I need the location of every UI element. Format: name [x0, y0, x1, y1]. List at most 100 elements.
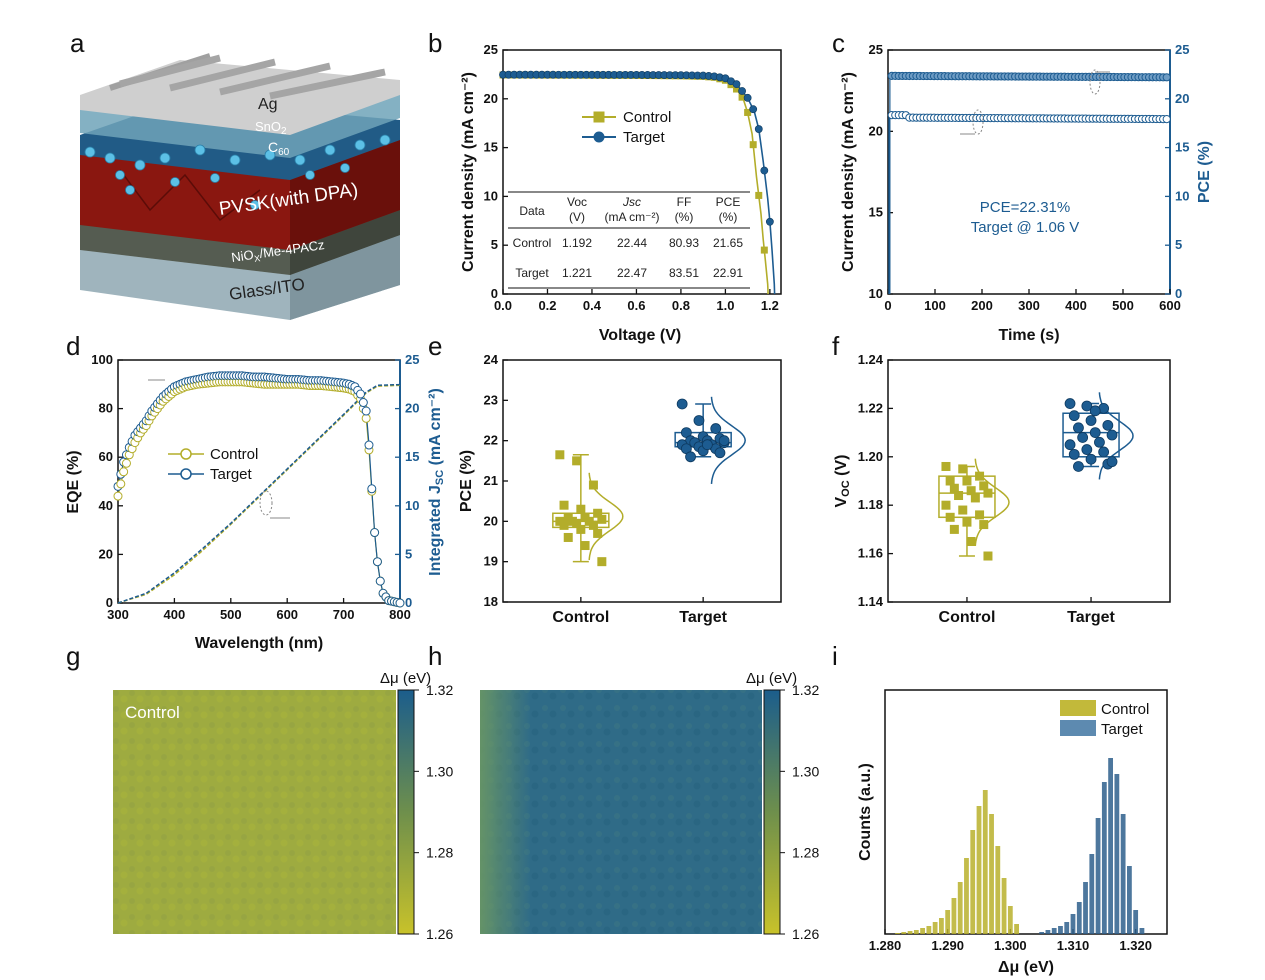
x-axis-label: Time (s)	[998, 327, 1059, 344]
eqe-point-target	[364, 440, 374, 450]
label-c60: C	[268, 139, 278, 155]
x-tick-label: 0.4	[583, 298, 602, 313]
panel-label-e: e	[428, 331, 442, 361]
histogram-bar-target	[1089, 854, 1095, 934]
annotation-pce: PCE=22.31%	[980, 199, 1070, 216]
y-tick-label: 20	[484, 513, 498, 528]
data-point-control	[958, 505, 968, 515]
x-tick-label: 500	[1112, 298, 1134, 313]
x-tick-label: 0.2	[538, 298, 556, 313]
y-tick-label: 0	[491, 286, 498, 301]
eqe-point-target	[370, 528, 380, 538]
y-right-tick-label: 25	[1175, 42, 1189, 57]
data-point-control	[983, 488, 993, 498]
panel-label-h: h	[428, 641, 442, 671]
y-tick-label: 100	[91, 352, 113, 367]
histogram-bar-target	[1076, 902, 1082, 934]
panel-label-a: a	[70, 28, 85, 58]
table-header: Voc	[567, 195, 587, 209]
histogram-bar-control	[1014, 924, 1019, 934]
data-point-control	[563, 532, 573, 542]
y-tick-label: 10	[484, 188, 498, 203]
data-point-control	[975, 510, 985, 520]
data-point-control	[962, 476, 972, 486]
data-point-target	[754, 125, 763, 133]
axes-frame	[887, 359, 1171, 603]
histogram-bar-target	[1045, 930, 1051, 934]
panel-e-pce-box-chart: 18 19 20 21 22 23 24 Control Target PCE (%)	[458, 352, 782, 626]
x-axis-label: Wavelength (nm)	[195, 635, 323, 652]
panel-label-f: f	[832, 331, 840, 361]
data-point-target	[693, 415, 705, 426]
table-header-unit: (V)	[569, 210, 585, 224]
eqe-line-control	[117, 381, 401, 604]
panel-label-g: g	[66, 641, 80, 671]
data-point-control	[593, 528, 603, 538]
panel-label-i: i	[832, 641, 838, 671]
data-point-target	[1064, 398, 1076, 409]
table-cell: Control	[513, 236, 552, 250]
histogram-bar-target	[1070, 914, 1076, 934]
x-category-label: Target	[1067, 609, 1115, 626]
y-axis-label: Current density (mA cm⁻²)	[840, 72, 857, 272]
data-point-control	[983, 551, 993, 561]
histogram-bar-target	[1133, 910, 1139, 934]
data-point-control	[975, 471, 985, 481]
data-point-target	[1068, 448, 1080, 460]
histogram-bar-control	[1001, 878, 1007, 934]
x-tick-label: 1.290	[931, 938, 964, 953]
table-cell: Target	[515, 266, 549, 280]
data-point-target	[1089, 405, 1101, 417]
y-tick-label: 21	[484, 473, 498, 488]
data-point-target	[1089, 427, 1101, 439]
data-point-control	[559, 520, 569, 530]
x-tick-label: 1.310	[1057, 938, 1090, 953]
histogram-bar-target	[1083, 882, 1088, 934]
data-point-control	[576, 504, 586, 514]
heatmap-control	[113, 690, 396, 934]
data-point-target	[760, 166, 769, 175]
eqe-point-target	[375, 576, 385, 586]
data-point-target	[1102, 419, 1114, 431]
data-point-target	[718, 435, 730, 447]
svg-text:Integrated JSC (mA cm⁻²): Integrated JSC (mA cm⁻²)	[427, 388, 446, 576]
svg-text:SnO2: SnO2	[255, 119, 287, 137]
data-point-control	[958, 464, 968, 474]
y-right-tick-label: 10	[1175, 188, 1189, 203]
data-point-control	[749, 141, 757, 149]
data-point-target	[1073, 461, 1084, 472]
data-point-control	[738, 93, 746, 101]
box-control	[938, 475, 996, 519]
panel-c-stability-chart: 0 100 200 300 400 500 600 10 15 20 25 0 5 10 15 20 25 Ti…	[840, 42, 1213, 344]
data-point-control	[555, 450, 565, 460]
data-point-target	[1085, 415, 1097, 426]
y-right-tick-label: 10	[405, 498, 419, 513]
x-tick-label: 1.2	[761, 298, 779, 313]
histogram-bar-control	[932, 922, 938, 934]
histogram-bar-target	[1051, 928, 1057, 934]
axes-frame	[884, 689, 1168, 935]
panel-h-target-map: Δμ (eV) 1.32 1.30 1.28 1.26	[480, 670, 819, 942]
table-cell: 21.65	[713, 236, 743, 250]
y-tick-label: 5	[491, 237, 498, 252]
legend-control: Control	[623, 109, 671, 126]
data-point-target	[749, 105, 758, 114]
x-category-label: Control	[939, 609, 996, 626]
jsc-line-target	[117, 383, 401, 604]
legend-target: Target	[210, 466, 253, 483]
layer-ag	[80, 60, 400, 135]
x-category-label: Control	[552, 609, 609, 626]
y-right-tick-label: 15	[1175, 140, 1189, 155]
legend-marker-control	[593, 111, 605, 123]
x-tick-label: 100	[924, 298, 946, 313]
histogram-bar-control	[989, 814, 994, 934]
histogram-bar-target	[1120, 814, 1126, 934]
data-point-target	[743, 93, 752, 102]
legend-marker-target	[593, 131, 605, 143]
data-point-control	[572, 456, 582, 466]
y-tick-label: 10	[869, 286, 883, 301]
panel-b-jv-chart: 0.0 0.2 0.4 0.6 0.8 1.0 1.2 0 5 10 15 20 25 Voltage …	[460, 42, 782, 344]
x-tick-label: 0	[884, 298, 891, 313]
histogram-bar-target	[1127, 866, 1132, 934]
